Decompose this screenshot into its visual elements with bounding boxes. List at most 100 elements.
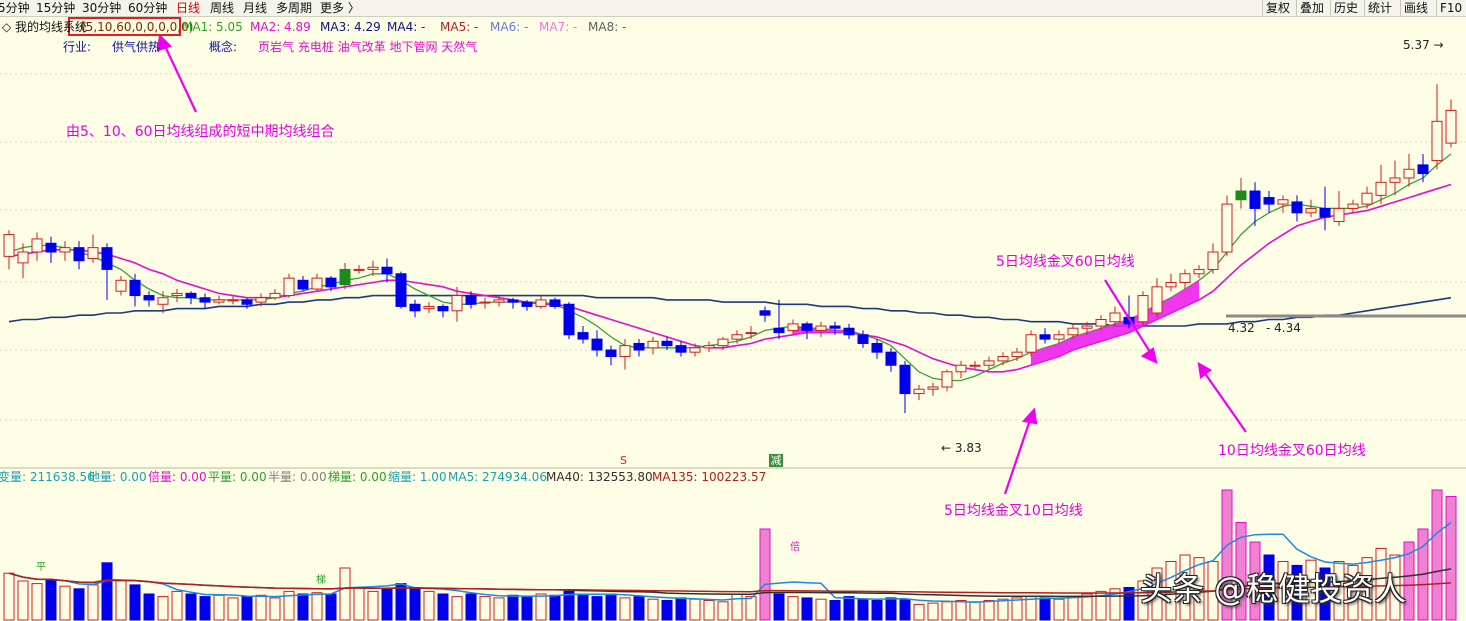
volume-bar [1123, 587, 1135, 621]
indicator-name[interactable]: ◇ 我的均线系统 [2, 20, 88, 34]
candle [647, 336, 659, 355]
candle-body [171, 292, 183, 297]
candle [1389, 160, 1401, 196]
annotation-ma10-cross-ma60: 10日均线金叉60日均线 [1218, 443, 1366, 459]
ma10-line [8, 183, 1452, 373]
candle-body [1249, 190, 1261, 209]
candle-body [157, 297, 169, 305]
param-highlight-box [68, 17, 181, 36]
high-price-label: 5.37 → [1403, 38, 1444, 52]
candle [3, 230, 15, 270]
ma5-label: MA5: - [440, 20, 479, 34]
candle [129, 273, 141, 307]
candles [3, 84, 1457, 414]
candle-body [1193, 268, 1205, 275]
candle-body [1039, 334, 1051, 340]
candle [395, 271, 407, 309]
candle [941, 369, 953, 392]
period-monthly[interactable]: 月线 [243, 1, 268, 15]
candle [1165, 273, 1177, 292]
candle-body [717, 338, 729, 347]
stats-button[interactable]: 统计 [1364, 0, 1395, 16]
volume-bar [395, 583, 407, 621]
vol-tag-ping: 平 [36, 562, 46, 573]
candle-body [1165, 281, 1177, 288]
concept-label: 概念: [209, 40, 238, 54]
period-60min[interactable]: 60分钟 [128, 1, 168, 15]
volume-bar [1137, 580, 1149, 621]
concept-values[interactable]: 页岩气 充电桩 油气改革 地下管网 天然气 [258, 40, 478, 54]
draw-button[interactable]: 画线 [1400, 0, 1431, 16]
candle [535, 295, 547, 309]
candle [1263, 191, 1275, 213]
volume-bar [269, 597, 281, 621]
period-30min[interactable]: 30分钟 [82, 1, 122, 15]
candle [241, 297, 253, 309]
volume-ma-lines [8, 521, 1452, 604]
candle [549, 297, 561, 309]
candle [997, 352, 1009, 366]
volume-bar [381, 588, 393, 621]
candle-body [339, 268, 351, 286]
candle [1067, 323, 1079, 340]
ref-price-left: 4.32 [1228, 321, 1255, 335]
candle-body [465, 295, 477, 305]
period-multi[interactable]: 多周期 [276, 1, 313, 15]
candle-body [269, 292, 281, 299]
candle-body [899, 364, 911, 395]
volume-bar [1333, 561, 1345, 621]
f10-button[interactable]: F10 [1436, 0, 1465, 16]
volume-bar [619, 597, 631, 621]
candle-body [1137, 295, 1149, 323]
vol-ma135: MA135: 100223.57 [652, 470, 767, 484]
candle-body [325, 277, 337, 288]
candle-body [227, 299, 239, 302]
fuquan-button[interactable]: 复权 [1262, 0, 1293, 16]
period-weekly[interactable]: 周线 [210, 1, 235, 15]
volume-bar [1319, 567, 1331, 621]
candle-body [143, 295, 155, 301]
candle [899, 360, 911, 414]
candle-body [213, 299, 225, 303]
candle [507, 297, 519, 309]
candle-body [423, 305, 435, 310]
volume-bar [1403, 541, 1415, 621]
volume-bar [647, 598, 659, 621]
ma6-label: MA6: - [490, 20, 529, 34]
candle-body [535, 299, 547, 307]
history-button[interactable]: 历史 [1330, 0, 1361, 16]
period-more[interactable]: 更多 〉 [320, 1, 360, 15]
candle [787, 319, 799, 335]
volume-bar [563, 590, 575, 621]
period-daily[interactable]: 日线 [176, 1, 201, 15]
candle [1305, 199, 1317, 218]
candle-body [633, 342, 645, 351]
volume-bar [1291, 564, 1303, 621]
candle-body [913, 388, 925, 395]
volume-bar [101, 562, 113, 621]
candle [633, 339, 645, 357]
period-15min[interactable]: 15分钟 [36, 1, 76, 15]
candle [1403, 154, 1415, 187]
volume-bar [1431, 489, 1443, 621]
candle-body [563, 303, 575, 336]
jian-marker: 减 [769, 454, 783, 467]
candle-body [941, 371, 953, 388]
candle [591, 330, 603, 357]
overlay-button[interactable]: 叠加 [1296, 0, 1327, 16]
candle-body [815, 325, 827, 331]
volume-bar [437, 593, 449, 621]
ma8-label: MA8: - [588, 20, 627, 34]
candle [353, 265, 365, 274]
volume-bar [367, 590, 379, 621]
period-5min[interactable]: 5分钟 [0, 1, 30, 15]
candle [1249, 182, 1261, 226]
candle [17, 243, 29, 279]
volume-bar [1361, 557, 1373, 621]
candle-body [857, 334, 869, 344]
candle-body [129, 279, 141, 297]
industry-value[interactable]: 供气供热 [112, 40, 161, 54]
candle [1207, 243, 1219, 274]
volume-bar [1375, 548, 1387, 621]
candle [437, 304, 449, 318]
